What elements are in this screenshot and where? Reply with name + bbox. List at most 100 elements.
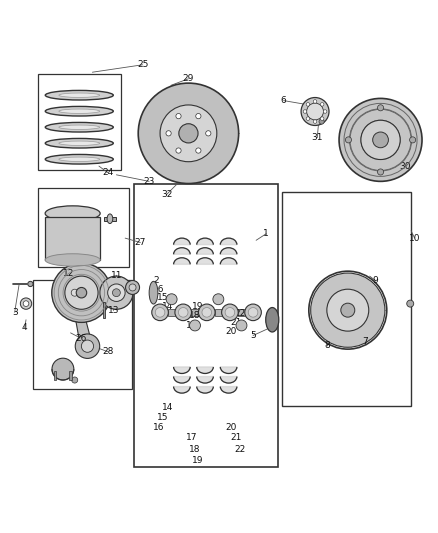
Ellipse shape [341,303,355,317]
Ellipse shape [202,308,212,317]
Ellipse shape [248,308,258,317]
Polygon shape [173,258,190,264]
Ellipse shape [149,281,158,304]
Ellipse shape [45,91,113,100]
Text: 28: 28 [102,347,113,356]
Ellipse shape [138,83,239,183]
Text: 17: 17 [186,433,198,442]
Circle shape [303,110,307,113]
Bar [283,192,411,406]
Ellipse shape [45,155,113,164]
Text: 13: 13 [108,305,119,314]
Ellipse shape [20,298,32,309]
Text: 21: 21 [230,433,241,442]
Text: 26: 26 [76,334,87,343]
Bar [104,216,116,221]
Polygon shape [173,386,190,393]
Circle shape [407,300,414,307]
Polygon shape [197,376,213,383]
Ellipse shape [45,123,113,132]
Circle shape [196,148,201,153]
Ellipse shape [126,280,140,294]
Ellipse shape [373,132,389,148]
Polygon shape [197,367,213,374]
Ellipse shape [59,125,100,130]
Text: 20: 20 [226,327,237,336]
Circle shape [196,114,201,119]
Ellipse shape [155,308,165,317]
Text: 22: 22 [234,309,246,318]
Text: 25: 25 [137,60,148,69]
Ellipse shape [327,289,369,331]
Circle shape [166,131,171,136]
Text: 8: 8 [325,342,330,351]
Ellipse shape [59,157,100,161]
Text: 11: 11 [111,271,122,280]
Text: 12: 12 [63,269,74,278]
Ellipse shape [225,308,235,317]
Ellipse shape [45,254,100,266]
Bar [168,309,175,316]
Circle shape [67,285,82,301]
Text: 10: 10 [409,233,420,243]
Polygon shape [220,376,237,383]
Ellipse shape [222,304,238,321]
Text: 30: 30 [399,161,410,171]
Bar [38,188,130,266]
Circle shape [176,148,181,153]
Ellipse shape [175,304,191,321]
Circle shape [81,340,94,352]
Circle shape [313,120,317,123]
Text: 15: 15 [157,413,169,422]
Text: 18: 18 [189,445,201,454]
Bar [215,309,222,316]
Bar [103,302,106,318]
Bar [33,280,132,389]
Ellipse shape [59,93,100,98]
Text: 2: 2 [153,277,159,285]
Ellipse shape [107,214,113,223]
Text: 3: 3 [12,308,18,317]
Text: 18: 18 [189,311,201,320]
Circle shape [306,103,310,106]
Circle shape [323,110,327,113]
Ellipse shape [198,304,215,321]
Text: 21: 21 [230,318,241,327]
Text: 19: 19 [192,456,204,465]
Ellipse shape [307,103,323,120]
Ellipse shape [45,206,100,221]
Bar [38,75,121,171]
Circle shape [75,334,100,358]
Text: 19: 19 [192,302,204,311]
Ellipse shape [178,308,188,317]
Bar [54,372,57,380]
Ellipse shape [339,99,422,181]
Text: 9: 9 [372,276,378,285]
Ellipse shape [45,107,113,116]
Ellipse shape [100,276,133,309]
Polygon shape [173,248,190,254]
Text: 27: 27 [135,238,146,247]
Ellipse shape [361,120,400,159]
Text: 5: 5 [250,331,256,340]
Text: 7: 7 [362,337,368,346]
Circle shape [72,377,78,383]
Polygon shape [220,248,237,254]
Ellipse shape [152,304,168,321]
Ellipse shape [23,301,29,306]
Ellipse shape [245,304,261,321]
Circle shape [378,105,384,111]
Ellipse shape [160,105,217,161]
Ellipse shape [129,284,136,291]
Ellipse shape [190,320,201,331]
Polygon shape [220,367,237,374]
Circle shape [313,100,317,103]
Text: 14: 14 [162,402,173,411]
Polygon shape [197,238,213,245]
Bar [45,217,100,260]
Bar [134,183,278,467]
Polygon shape [71,293,94,351]
Ellipse shape [266,308,279,332]
Text: 6: 6 [281,96,286,105]
Text: 22: 22 [234,445,246,454]
